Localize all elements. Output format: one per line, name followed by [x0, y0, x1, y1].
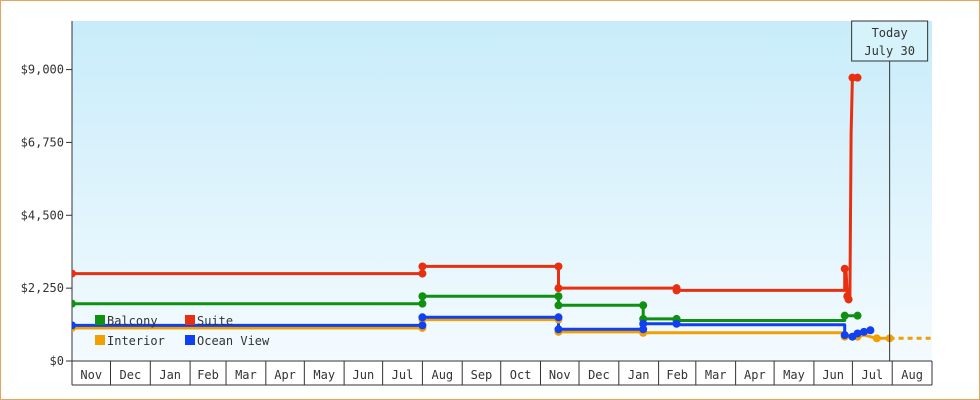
x-month-label: Jul: [392, 368, 414, 382]
x-month-label: Mar: [235, 368, 257, 382]
x-month-label: Feb: [197, 368, 219, 382]
x-month-label: Apr: [274, 368, 296, 382]
data-point-suite: [672, 286, 681, 295]
data-point-ocean-view: [840, 331, 849, 340]
data-point-suite: [554, 262, 563, 271]
data-point-ocean-view: [418, 313, 427, 322]
x-month-label: Jun: [353, 368, 375, 382]
x-month-label: May: [313, 368, 335, 382]
data-point-ocean-view: [72, 321, 76, 330]
data-point-ocean-view: [639, 325, 648, 334]
x-month-label: Jan: [628, 368, 650, 382]
legend-swatch-ocean-view: [185, 335, 195, 345]
x-month-label: Oct: [510, 368, 532, 382]
x-month-label: Mar: [705, 368, 727, 382]
data-point-suite: [853, 73, 862, 82]
legend-label-interior: Interior: [107, 334, 165, 348]
today-label-line1: Today: [872, 26, 908, 40]
y-tick-label: $9,000: [21, 63, 64, 77]
data-point-ocean-view: [866, 326, 875, 335]
x-month-label: Dec: [120, 368, 142, 382]
data-point-balcony: [418, 299, 427, 308]
data-point-ocean-view: [418, 321, 427, 330]
legend-label-balcony: Balcony: [107, 314, 158, 328]
today-label-line2: July 30: [864, 44, 915, 58]
x-month-label: May: [783, 368, 805, 382]
legend-swatch-balcony: [95, 315, 105, 325]
data-point-suite: [844, 295, 853, 304]
series-line-suite: [72, 76, 858, 301]
x-month-label: Apr: [744, 368, 766, 382]
y-tick-label: $4,500: [21, 208, 64, 222]
data-point-balcony: [554, 292, 563, 301]
data-point-suite: [418, 269, 427, 278]
x-month-label: Aug: [901, 368, 923, 382]
legend-label-ocean-view: Ocean View: [197, 334, 270, 348]
y-tick-label: $0: [50, 354, 64, 368]
data-point-suite: [72, 269, 76, 278]
x-month-label: Sep: [471, 368, 493, 382]
data-point-ocean-view: [639, 319, 648, 328]
data-point-ocean-view: [853, 329, 862, 338]
data-point-balcony: [554, 301, 563, 310]
data-point-balcony: [72, 299, 76, 308]
today-callout-box: [851, 20, 929, 62]
plot-background: [72, 21, 932, 361]
data-point-balcony: [853, 311, 862, 320]
data-point-suite: [840, 264, 849, 273]
data-point-suite: [418, 262, 427, 271]
x-month-label: Nov: [80, 368, 102, 382]
legend-swatch-interior: [95, 335, 105, 345]
x-month-label: Feb: [666, 368, 688, 382]
data-point-balcony: [840, 311, 849, 320]
data-point-ocean-view: [859, 327, 868, 336]
x-month-label: Jun: [822, 368, 844, 382]
data-point-interior: [872, 334, 881, 343]
data-point-suite: [554, 284, 563, 293]
x-month-label: Nov: [549, 368, 571, 382]
x-month-label: Jan: [159, 368, 181, 382]
legend-label-suite: Suite: [197, 314, 233, 328]
y-tick-label: $6,750: [21, 135, 64, 149]
data-point-ocean-view: [672, 319, 681, 328]
legend-swatch-suite: [185, 315, 195, 325]
x-month-label: Aug: [431, 368, 453, 382]
x-month-label: Jul: [861, 368, 883, 382]
data-point-balcony: [418, 292, 427, 301]
data-point-balcony: [639, 301, 648, 310]
data-point-ocean-view: [554, 325, 563, 334]
data-point-ocean-view: [554, 313, 563, 322]
x-month-label: Dec: [588, 368, 610, 382]
y-tick-label: $2,250: [21, 281, 64, 295]
